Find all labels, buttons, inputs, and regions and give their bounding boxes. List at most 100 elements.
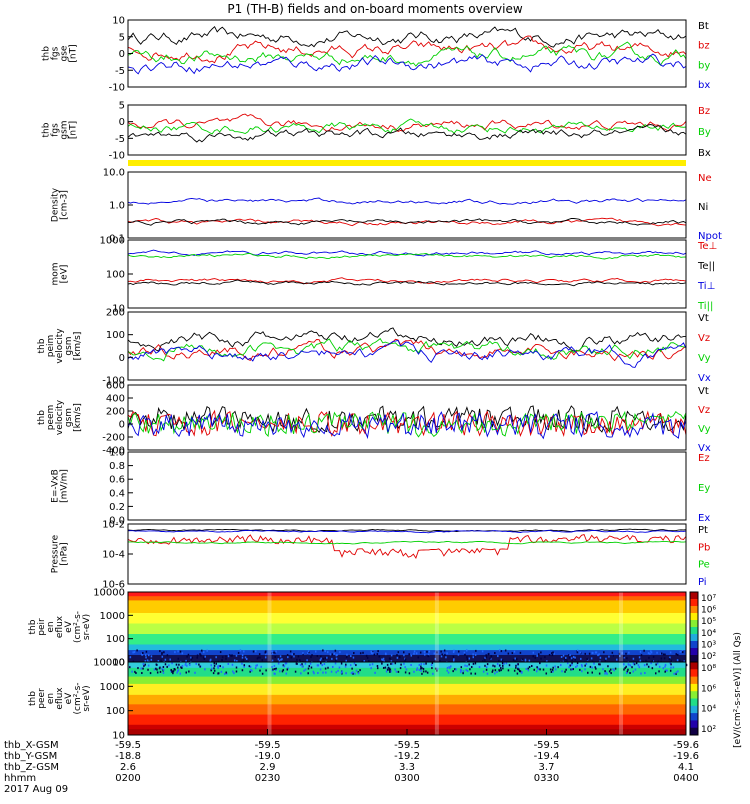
spectrogram-speck [386,668,389,671]
spectrogram-speck [645,659,647,662]
spectrogram-speck [357,671,360,674]
spectrogram-speck [157,660,160,663]
spectrogram-speck [544,656,546,659]
spectrogram-speck [638,656,641,659]
spectrogram-speck [527,667,530,670]
spectrogram-speck [599,663,601,666]
spectrogram-speck [572,668,575,671]
y-tick-label: 10 [112,731,125,742]
spectrogram-speck [322,658,325,661]
spectrogram-speck [215,656,217,659]
spectrogram-speck [339,651,341,654]
spectrogram-speck [550,670,553,673]
spectrogram-speck [670,663,672,666]
spectrogram-speck [470,672,472,675]
spectrogram-speck [162,668,165,671]
spectrogram-speck [485,666,488,669]
panel-5: 200 100 0 -100 thb peim velocity gsm [km/s] Vt Vz V… [37,308,711,387]
spectrogram-speck [178,663,180,666]
spectrogram-speck [433,652,436,655]
spectrogram-speck [163,651,165,654]
spectrogram-speck [298,659,301,662]
spectrogram-speck [405,668,408,671]
spectrogram-speck [345,656,348,659]
spectrogram-speck [166,654,169,657]
spectrogram-speck [647,652,650,655]
spectrogram-speck [394,662,397,665]
spectrogram-speck [147,654,150,657]
spectrogram-speck [275,650,277,653]
spectrogram-speck [307,650,310,653]
spectrogram-speck [528,666,531,669]
spectrogram-speck [410,664,412,667]
spectrogram-speck [584,664,586,667]
spectrogram-feature [619,662,624,735]
spectrogram-speck [219,651,222,654]
spectrogram-speck [420,665,422,668]
spectrogram-speck [656,662,659,665]
spectrogram-speck [326,651,329,654]
spectrogram-speck [669,651,672,654]
spectrogram-speck [441,653,443,656]
spectrogram-speck [478,666,481,669]
spectrogram-speck [235,670,238,673]
spectrogram-speck [143,664,145,667]
spectrogram-speck [254,667,257,670]
spectrogram-speck [264,650,267,653]
spectrogram-speck [260,665,262,668]
spectrogram-speck [580,657,582,660]
spectrogram-speck [546,660,548,663]
spectrogram-speck [568,666,570,669]
spectrogram-speck [650,651,653,654]
spectrogram-speck [637,664,640,667]
y-axis-label: thb [42,46,52,61]
spectrogram-speck [452,659,455,662]
spectrogram-speck [454,668,456,671]
spectrogram-speck [184,663,187,666]
spectrogram-speck [189,663,191,666]
spectrogram-speck [502,664,504,667]
y-tick-label: 0.4 [109,488,125,499]
spectrogram-speck [575,666,577,669]
spectrogram-speck [299,664,302,667]
spectrogram-speck [250,669,252,672]
x-row-name: hhmm [4,773,36,784]
spectrogram-speck [301,663,303,666]
spectrogram-speck [420,667,422,670]
spectrogram-speck [566,662,569,665]
y-axis-label: thb [28,691,38,706]
spectrogram-speck [521,658,524,661]
y-axis-label: thb [28,619,38,634]
spectrogram-speck [225,657,227,660]
spectrogram-speck [210,664,213,667]
y-tick-label: 0.8 [109,461,125,472]
spectrogram-speck [336,653,338,656]
spectrogram-speck [258,653,261,656]
spectrogram-speck [632,662,635,665]
spectrogram-speck [616,658,618,661]
spectrogram-speck [274,667,276,670]
spectrogram-speck [494,652,496,655]
panel-1: 10 5 0 -5 -10 thb fgs gse [nT] Bt bz by bx [42,16,711,94]
y-tick-label: 1.0 [109,448,125,459]
spectrogram-speck [611,651,614,654]
spectrogram-speck [568,656,571,659]
spectrogram-speck [136,649,138,652]
spectrogram-speck [492,669,494,672]
y-axis-label: eflux [55,615,65,638]
spectrogram-speck [599,656,602,659]
spectrogram-speck [501,662,504,665]
spectrogram-speck [647,665,650,668]
y-axis-label: peer [37,688,47,709]
spectrogram-speck [425,662,427,665]
spectrogram-speck [256,657,259,660]
spectrogram-speck [368,660,370,663]
spectrogram-speck [502,667,504,670]
spectrogram-speck [563,660,566,663]
spectrogram-speck [252,650,255,653]
spectrogram-speck [494,665,496,668]
spectrogram-speck [536,654,538,657]
y-tick-label: -400 [102,446,125,457]
spectrogram-speck [431,662,434,665]
spectrogram-speck [533,668,535,671]
